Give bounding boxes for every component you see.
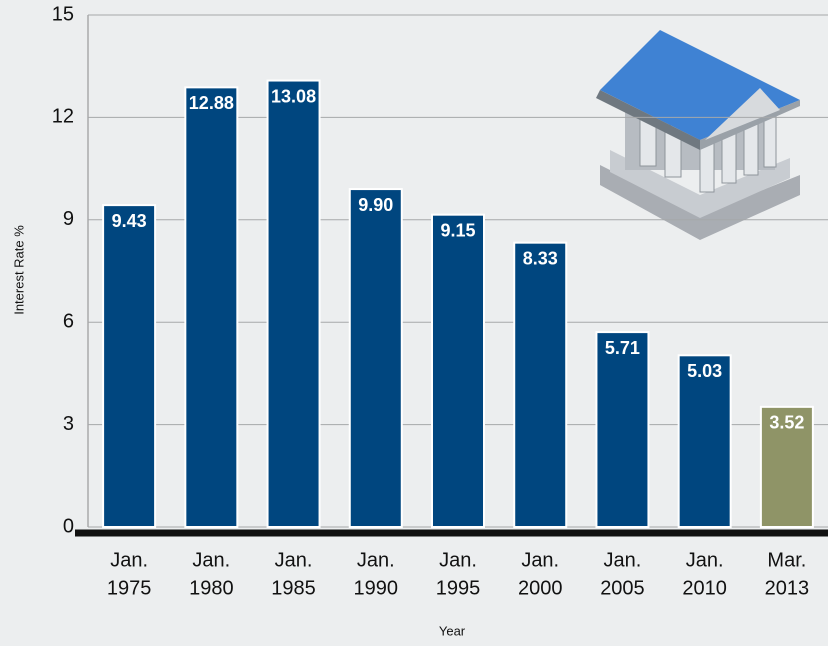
x-tick-label: 1980	[189, 577, 234, 599]
y-tick-label: 3	[63, 413, 74, 435]
bar	[759, 405, 814, 529]
value-label: 12.88	[189, 93, 234, 113]
value-label: 5.03	[687, 361, 722, 381]
x-tick-label: Jan.	[275, 549, 313, 571]
bar	[595, 331, 650, 528]
value-label: 13.08	[271, 86, 316, 106]
x-axis-label: Year	[439, 623, 466, 638]
bar	[677, 354, 732, 528]
x-tick-label: Jan.	[110, 549, 148, 571]
x-tick-label: Jan.	[686, 549, 724, 571]
x-tick-label: 1985	[271, 577, 316, 599]
x-tick-label: 1975	[107, 577, 152, 599]
bar	[266, 79, 321, 528]
bar	[184, 86, 239, 528]
x-tick-label: 2000	[518, 577, 563, 599]
x-tick-label: 2013	[765, 577, 810, 599]
value-label: 9.90	[358, 195, 393, 215]
x-tick-label: Jan.	[439, 549, 477, 571]
y-tick-label: 6	[63, 310, 74, 332]
x-tick-label: Jan.	[604, 549, 642, 571]
bar	[348, 188, 403, 529]
value-label: 3.52	[769, 413, 804, 433]
bank-icon	[596, 30, 800, 240]
x-tick-label: 1995	[436, 577, 481, 599]
y-tick-label: 0	[63, 515, 74, 537]
x-tick-label: 2005	[600, 577, 645, 599]
x-tick-label: Jan.	[521, 549, 559, 571]
x-tick-label: 1990	[354, 577, 399, 599]
bar	[431, 213, 485, 528]
value-label: 5.71	[605, 338, 640, 358]
value-label: 9.43	[112, 211, 147, 231]
y-tick-label: 12	[52, 106, 74, 128]
bar	[513, 241, 568, 528]
x-tick-label: 2010	[682, 577, 727, 599]
y-tick-label: 9	[63, 208, 74, 230]
x-tick-label: Jan.	[192, 549, 230, 571]
y-axis-label: Interest Rate %	[11, 225, 26, 315]
value-label: 9.15	[440, 220, 475, 240]
x-tick-label: Mar.	[767, 549, 806, 571]
bar	[102, 204, 157, 528]
value-label: 8.33	[523, 248, 558, 268]
y-tick-label: 15	[52, 3, 74, 25]
x-tick-label: Jan.	[357, 549, 395, 571]
